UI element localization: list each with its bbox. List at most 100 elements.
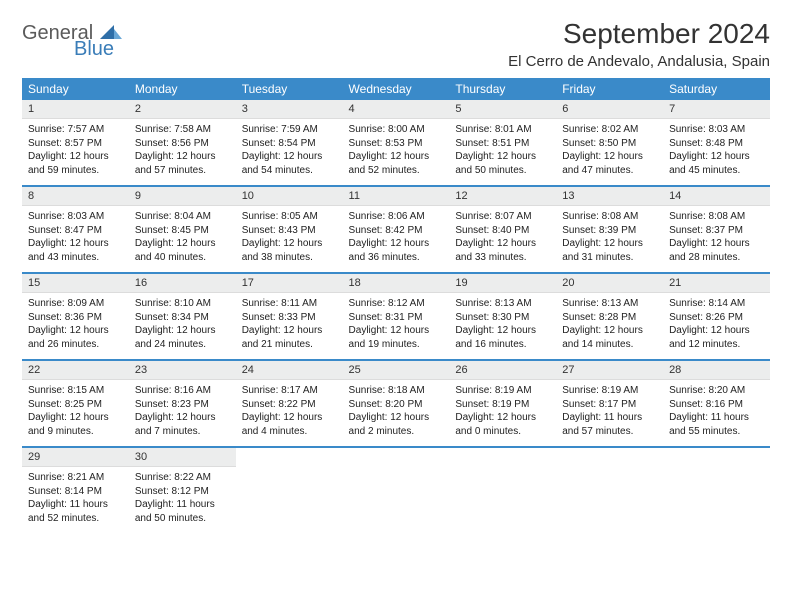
- day-cell: 18Sunrise: 8:12 AMSunset: 8:31 PMDayligh…: [343, 274, 450, 360]
- day-body: Sunrise: 8:12 AMSunset: 8:31 PMDaylight:…: [343, 293, 450, 359]
- day-line: and 7 minutes.: [135, 425, 230, 439]
- day-cell: 10Sunrise: 8:05 AMSunset: 8:43 PMDayligh…: [236, 187, 343, 273]
- day-line: Daylight: 12 hours: [242, 411, 337, 425]
- day-line: Sunset: 8:19 PM: [455, 398, 550, 412]
- day-line: Sunrise: 8:03 AM: [669, 123, 764, 137]
- day-cell: 11Sunrise: 8:06 AMSunset: 8:42 PMDayligh…: [343, 187, 450, 273]
- day-line: Sunset: 8:54 PM: [242, 137, 337, 151]
- day-body: Sunrise: 8:22 AMSunset: 8:12 PMDaylight:…: [129, 467, 236, 533]
- day-line: Sunrise: 8:00 AM: [349, 123, 444, 137]
- day-line: Sunset: 8:40 PM: [455, 224, 550, 238]
- day-line: Sunset: 8:17 PM: [562, 398, 657, 412]
- day-line: Sunrise: 8:03 AM: [28, 210, 123, 224]
- day-line: Sunset: 8:50 PM: [562, 137, 657, 151]
- day-line: and 47 minutes.: [562, 164, 657, 178]
- day-line: Daylight: 12 hours: [135, 324, 230, 338]
- day-line: Daylight: 12 hours: [135, 411, 230, 425]
- day-line: and 16 minutes.: [455, 338, 550, 352]
- day-line: Daylight: 12 hours: [242, 150, 337, 164]
- logo-text-blue: Blue: [74, 39, 122, 59]
- day-line: and 33 minutes.: [455, 251, 550, 265]
- day-line: Sunrise: 8:18 AM: [349, 384, 444, 398]
- day-cell: 7Sunrise: 8:03 AMSunset: 8:48 PMDaylight…: [663, 100, 770, 186]
- day-number: 30: [129, 448, 236, 467]
- day-cell: 25Sunrise: 8:18 AMSunset: 8:20 PMDayligh…: [343, 361, 450, 447]
- day-line: Sunrise: 7:59 AM: [242, 123, 337, 137]
- day-line: Daylight: 11 hours: [28, 498, 123, 512]
- day-cell: 23Sunrise: 8:16 AMSunset: 8:23 PMDayligh…: [129, 361, 236, 447]
- day-line: Sunrise: 8:21 AM: [28, 471, 123, 485]
- day-number: 12: [449, 187, 556, 206]
- day-line: Sunset: 8:51 PM: [455, 137, 550, 151]
- day-number: 5: [449, 100, 556, 119]
- day-line: Sunset: 8:20 PM: [349, 398, 444, 412]
- dow-saturday: Saturday: [663, 78, 770, 100]
- day-line: and 57 minutes.: [135, 164, 230, 178]
- day-cell: 26Sunrise: 8:19 AMSunset: 8:19 PMDayligh…: [449, 361, 556, 447]
- day-line: Sunset: 8:48 PM: [669, 137, 764, 151]
- day-line: and 40 minutes.: [135, 251, 230, 265]
- day-line: Daylight: 12 hours: [28, 237, 123, 251]
- day-line: and 57 minutes.: [562, 425, 657, 439]
- day-line: Sunrise: 8:16 AM: [135, 384, 230, 398]
- day-line: Daylight: 11 hours: [669, 411, 764, 425]
- day-number: 17: [236, 274, 343, 293]
- day-line: and 28 minutes.: [669, 251, 764, 265]
- week-row: 1Sunrise: 7:57 AMSunset: 8:57 PMDaylight…: [22, 100, 770, 186]
- day-line: Daylight: 12 hours: [28, 411, 123, 425]
- day-line: Daylight: 12 hours: [242, 237, 337, 251]
- day-body: Sunrise: 7:59 AMSunset: 8:54 PMDaylight:…: [236, 119, 343, 185]
- day-body: Sunrise: 8:08 AMSunset: 8:37 PMDaylight:…: [663, 206, 770, 272]
- day-line: Sunset: 8:22 PM: [242, 398, 337, 412]
- day-number: 7: [663, 100, 770, 119]
- day-line: Sunset: 8:53 PM: [349, 137, 444, 151]
- day-line: Sunset: 8:56 PM: [135, 137, 230, 151]
- day-line: Sunrise: 8:17 AM: [242, 384, 337, 398]
- day-line: Sunset: 8:39 PM: [562, 224, 657, 238]
- dow-thursday: Thursday: [449, 78, 556, 100]
- day-body: Sunrise: 8:21 AMSunset: 8:14 PMDaylight:…: [22, 467, 129, 533]
- day-line: Sunrise: 7:57 AM: [28, 123, 123, 137]
- day-cell: [343, 448, 450, 533]
- day-line: Sunrise: 8:12 AM: [349, 297, 444, 311]
- day-body: Sunrise: 8:11 AMSunset: 8:33 PMDaylight:…: [236, 293, 343, 359]
- day-cell: [449, 448, 556, 533]
- dow-tuesday: Tuesday: [236, 78, 343, 100]
- day-line: Sunrise: 7:58 AM: [135, 123, 230, 137]
- day-number: 13: [556, 187, 663, 206]
- day-number: 9: [129, 187, 236, 206]
- day-body: Sunrise: 7:58 AMSunset: 8:56 PMDaylight:…: [129, 119, 236, 185]
- day-cell: 3Sunrise: 7:59 AMSunset: 8:54 PMDaylight…: [236, 100, 343, 186]
- day-body: Sunrise: 8:16 AMSunset: 8:23 PMDaylight:…: [129, 380, 236, 446]
- day-line: Sunrise: 8:13 AM: [455, 297, 550, 311]
- day-body: Sunrise: 8:00 AMSunset: 8:53 PMDaylight:…: [343, 119, 450, 185]
- day-line: Sunrise: 8:02 AM: [562, 123, 657, 137]
- day-line: and 52 minutes.: [349, 164, 444, 178]
- day-number: 24: [236, 361, 343, 380]
- day-body: Sunrise: 8:19 AMSunset: 8:17 PMDaylight:…: [556, 380, 663, 446]
- day-line: and 38 minutes.: [242, 251, 337, 265]
- day-body: Sunrise: 8:13 AMSunset: 8:30 PMDaylight:…: [449, 293, 556, 359]
- day-line: and 43 minutes.: [28, 251, 123, 265]
- day-cell: 14Sunrise: 8:08 AMSunset: 8:37 PMDayligh…: [663, 187, 770, 273]
- day-body: Sunrise: 8:04 AMSunset: 8:45 PMDaylight:…: [129, 206, 236, 272]
- day-line: Daylight: 12 hours: [242, 324, 337, 338]
- day-line: Daylight: 12 hours: [349, 411, 444, 425]
- day-line: Sunrise: 8:14 AM: [669, 297, 764, 311]
- location-subtitle: El Cerro de Andevalo, Andalusia, Spain: [508, 53, 770, 70]
- day-body: Sunrise: 8:14 AMSunset: 8:26 PMDaylight:…: [663, 293, 770, 359]
- day-body: Sunrise: 8:05 AMSunset: 8:43 PMDaylight:…: [236, 206, 343, 272]
- day-line: Daylight: 12 hours: [562, 237, 657, 251]
- day-line: Daylight: 12 hours: [28, 324, 123, 338]
- day-cell: 30Sunrise: 8:22 AMSunset: 8:12 PMDayligh…: [129, 448, 236, 533]
- day-line: and 26 minutes.: [28, 338, 123, 352]
- day-line: and 52 minutes.: [28, 512, 123, 526]
- day-cell: 19Sunrise: 8:13 AMSunset: 8:30 PMDayligh…: [449, 274, 556, 360]
- day-line: Daylight: 12 hours: [455, 324, 550, 338]
- day-line: Daylight: 11 hours: [135, 498, 230, 512]
- day-cell: 22Sunrise: 8:15 AMSunset: 8:25 PMDayligh…: [22, 361, 129, 447]
- day-line: Sunrise: 8:05 AM: [242, 210, 337, 224]
- day-line: Sunset: 8:37 PM: [669, 224, 764, 238]
- day-line: Sunset: 8:33 PM: [242, 311, 337, 325]
- day-body: Sunrise: 8:07 AMSunset: 8:40 PMDaylight:…: [449, 206, 556, 272]
